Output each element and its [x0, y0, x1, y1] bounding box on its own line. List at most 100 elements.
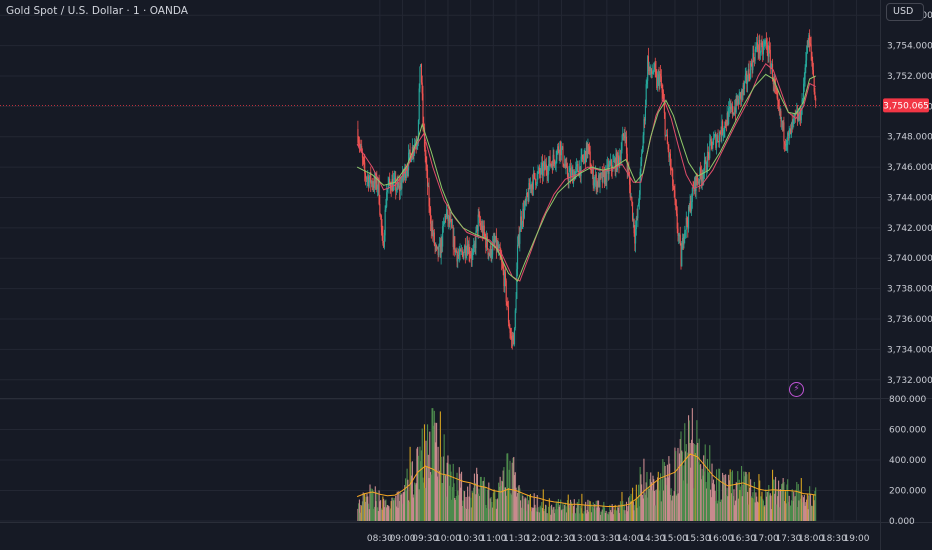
volume-bar — [459, 473, 461, 521]
candle-body — [771, 64, 773, 67]
candle-body — [669, 153, 671, 158]
price-tick-label: 3,748.000 — [887, 133, 932, 143]
volume-bar — [644, 492, 646, 521]
candle-body — [607, 164, 609, 166]
candle-body — [759, 39, 761, 54]
volume-bar — [535, 507, 537, 521]
candle-body — [680, 243, 682, 267]
volume-bar — [730, 472, 732, 521]
candle-body — [604, 171, 606, 184]
volume-bar — [411, 461, 413, 521]
candle-body — [448, 215, 451, 224]
candle-body — [541, 163, 544, 176]
volume-bar — [716, 469, 718, 521]
volume-bar — [747, 504, 749, 521]
candle-body — [755, 48, 757, 50]
volume-bar — [407, 479, 409, 521]
candle-body — [623, 135, 625, 137]
candle-body — [780, 111, 782, 122]
volume-bar — [448, 463, 450, 521]
volume-bar — [655, 489, 657, 521]
candle-body — [638, 194, 640, 203]
volume-bar — [604, 507, 606, 521]
volume-bar — [463, 490, 465, 521]
volume-bar — [619, 513, 621, 521]
moving-average-fast-line — [356, 63, 816, 282]
candle-body — [716, 135, 718, 141]
volume-bar — [797, 484, 799, 521]
candle-body — [768, 45, 771, 50]
volume-bar — [703, 455, 705, 521]
volume-bar — [677, 447, 679, 521]
volume-bar — [733, 489, 735, 521]
volume-bar — [749, 487, 751, 521]
volume-bar — [488, 482, 490, 521]
volume-bar — [495, 508, 497, 521]
volume-bar — [360, 504, 362, 521]
volume-bar — [799, 490, 801, 521]
candle-body — [429, 208, 432, 224]
volume-bar — [591, 506, 594, 521]
volume-bar — [529, 493, 531, 521]
volume-bar — [583, 511, 585, 521]
volume-bar — [625, 501, 628, 521]
volume-bar — [761, 491, 763, 521]
volume-bar — [804, 505, 806, 521]
candle-body — [502, 266, 504, 272]
candle-body — [495, 236, 497, 251]
volume-bar — [522, 495, 524, 521]
lightning-bolt-icon[interactable]: ⚡ — [789, 382, 804, 397]
volume-bar — [814, 490, 816, 521]
candle-body — [424, 147, 426, 156]
candle-body — [802, 99, 804, 101]
candle-body — [791, 123, 793, 124]
candle-body — [568, 172, 570, 182]
candle-body — [709, 141, 711, 159]
candle-body — [708, 152, 710, 159]
time-tick-label: 12:30 — [548, 534, 574, 544]
candle-body — [684, 229, 686, 237]
candle-body — [690, 201, 692, 211]
candle-body — [605, 171, 607, 182]
candle-body — [564, 164, 566, 168]
candle-body — [407, 169, 409, 171]
currency-selector[interactable]: USD — [886, 3, 924, 21]
candle-body — [643, 119, 645, 136]
candle-body — [429, 206, 431, 209]
volume-bar — [517, 486, 519, 521]
volume-bar — [679, 439, 681, 521]
volume-bar — [538, 512, 541, 521]
candle-body — [667, 144, 669, 150]
candle-body — [628, 175, 631, 185]
symbol-title[interactable]: Gold Spot / U.S. Dollar · 1 · OANDA — [6, 5, 188, 17]
candle-body — [547, 174, 549, 176]
candle-body — [401, 180, 403, 189]
volume-bar — [650, 482, 653, 521]
price-tick-label: 3,746.000 — [887, 163, 932, 173]
volume-bar — [647, 497, 649, 521]
volume-bar — [772, 469, 774, 521]
candle-body — [538, 168, 540, 172]
volume-bar — [782, 478, 784, 521]
candle-body — [678, 235, 680, 237]
volume-bar — [550, 514, 552, 521]
candle-body — [569, 168, 572, 178]
volume-bar — [536, 495, 538, 521]
volume-bar — [667, 477, 669, 521]
candle-body — [482, 225, 485, 237]
volume-bar — [668, 456, 670, 521]
volume-bar — [628, 496, 631, 521]
volume-bar — [678, 493, 680, 521]
volume-bar — [426, 424, 429, 521]
volume-bar — [501, 480, 503, 521]
candle-body — [437, 246, 439, 256]
volume-bar — [540, 507, 542, 521]
candle-body — [606, 165, 608, 182]
volume-bar — [623, 504, 625, 521]
volume-bar — [635, 484, 637, 521]
volume-bar — [425, 440, 427, 521]
candle-body — [753, 53, 755, 60]
volume-bar — [693, 488, 695, 521]
volume-bar — [794, 496, 796, 521]
